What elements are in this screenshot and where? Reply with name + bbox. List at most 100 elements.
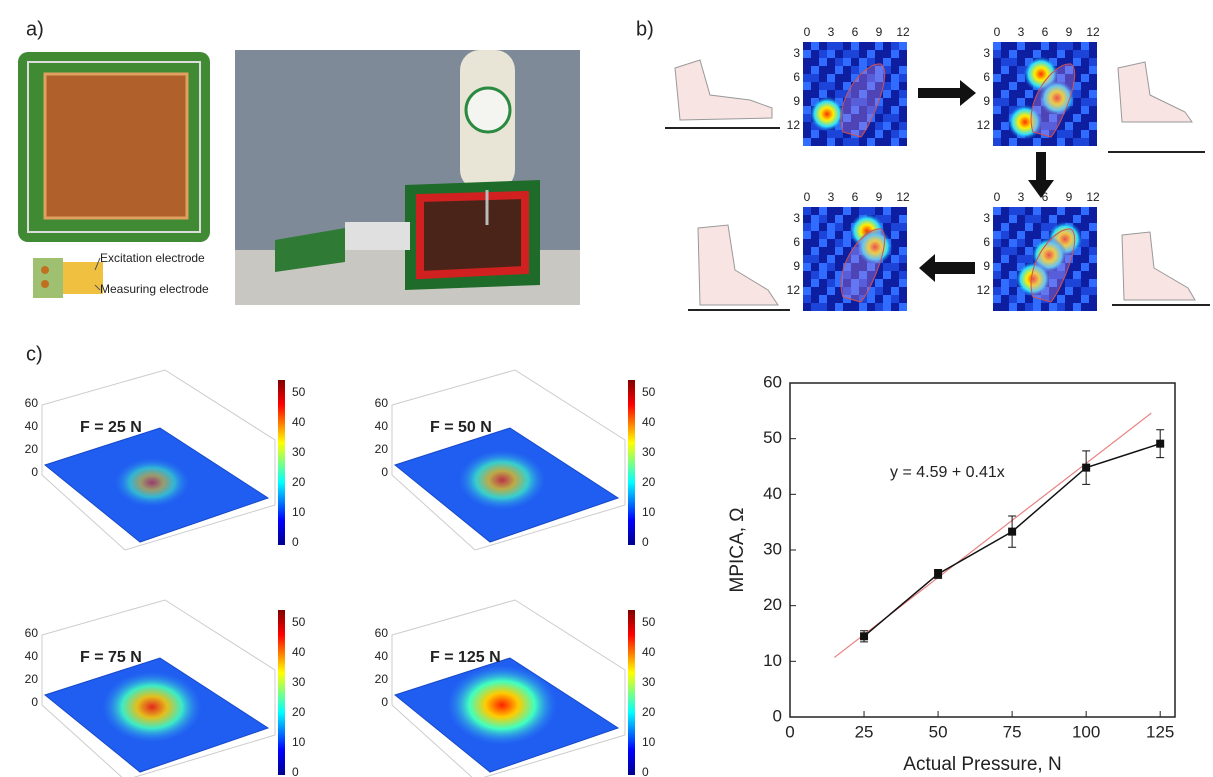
heatmap-cell — [1017, 231, 1025, 239]
heatmap-cell — [867, 74, 875, 82]
heatmap-cell — [1065, 295, 1073, 303]
heatmap-cell — [859, 42, 867, 50]
heatmap-cell — [811, 287, 819, 295]
heatmap-cell — [827, 279, 835, 287]
heatmap-cell — [1065, 50, 1073, 58]
heatmap-cell — [835, 223, 843, 231]
heatmap-cell — [803, 106, 811, 114]
heatmap-cell — [1081, 303, 1089, 311]
heatmap-cell — [803, 90, 811, 98]
heatmap-cell — [1073, 271, 1081, 279]
heatmap-y-tick: 3 — [983, 46, 990, 60]
heatmap-cell — [811, 138, 819, 146]
heatmap-cell — [875, 207, 883, 215]
y-tick-label: 20 — [763, 595, 782, 614]
heatmap-cell — [993, 279, 1001, 287]
heatmap-x-tick: 0 — [994, 190, 1001, 204]
heatmap-cell — [1081, 255, 1089, 263]
y-tick-label: 40 — [763, 484, 782, 503]
heatmap-cell — [835, 287, 843, 295]
heatmap-cell — [1001, 42, 1009, 50]
heatmap-cell — [891, 138, 899, 146]
heatmap-cell — [875, 303, 883, 311]
heatmap-cell — [819, 74, 827, 82]
heatmap-cell — [993, 58, 1001, 66]
heatmap-cell — [1017, 255, 1025, 263]
heatmap-cell — [1033, 303, 1041, 311]
heatmap-cell — [843, 215, 851, 223]
z-tick: 20 — [25, 442, 39, 456]
heatmap-cell — [875, 82, 883, 90]
heatmap-cell — [899, 303, 907, 311]
heatmap-cell — [875, 271, 883, 279]
heatmap-cell — [993, 138, 1001, 146]
heatmap-cell — [883, 90, 891, 98]
heatmap-cell — [1065, 66, 1073, 74]
heatmap-cell — [993, 66, 1001, 74]
heatmap-cell — [803, 42, 811, 50]
heatmap-cell — [993, 82, 1001, 90]
heatmap-cell — [835, 263, 843, 271]
heatmap-x-tick: 0 — [994, 25, 1001, 39]
heatmap-cell — [811, 239, 819, 247]
heatmap-cell — [843, 223, 851, 231]
heatmap-cell — [803, 247, 811, 255]
heatmap-cell — [1041, 114, 1049, 122]
heatmap-cell — [867, 50, 875, 58]
heatmap-cell — [859, 114, 867, 122]
heatmap-x-tick: 12 — [1086, 190, 1100, 204]
heatmap-cell — [843, 247, 851, 255]
heatmap-cell — [1009, 215, 1017, 223]
data-point — [1008, 527, 1017, 536]
data-point — [860, 632, 869, 641]
heatmap-cell — [883, 74, 891, 82]
heatmap-cell — [1001, 215, 1009, 223]
heatmap-cell — [1009, 58, 1017, 66]
heatmap-cell — [867, 66, 875, 74]
heatmap-cell — [883, 279, 891, 287]
heatmap-cell — [993, 255, 1001, 263]
heatmap-cell — [1089, 247, 1097, 255]
heatmap-cell — [1033, 223, 1041, 231]
heatmap-hotspot — [1039, 80, 1075, 116]
electrode-label: Measuring electrode — [100, 282, 209, 296]
heatmap-cell — [1089, 50, 1097, 58]
heatmap-cell — [1041, 303, 1049, 311]
heatmap-cell — [819, 255, 827, 263]
heatmap-cell — [851, 90, 859, 98]
heatmap-cell — [1009, 231, 1017, 239]
heatmap-cell — [803, 239, 811, 247]
heatmap-x-tick: 3 — [1018, 25, 1025, 39]
heatmap-cell — [803, 82, 811, 90]
heatmap-y-tick: 12 — [977, 118, 991, 132]
heatmap-cell — [1009, 247, 1017, 255]
heatmap-cell — [1041, 215, 1049, 223]
heatmap-cell — [835, 74, 843, 82]
heatmap-cell — [827, 255, 835, 263]
heatmap-cell — [867, 114, 875, 122]
heatmap-cell — [899, 114, 907, 122]
heatmap-cell — [1001, 122, 1009, 130]
y-axis-label: MPICA, Ω — [727, 508, 748, 593]
heatmap-cell — [859, 287, 867, 295]
heatmap-cell — [1049, 207, 1057, 215]
heatmap-cell — [993, 42, 1001, 50]
heatmap-cell — [891, 247, 899, 255]
heatmap-cell — [827, 66, 835, 74]
heatmap-cell — [819, 138, 827, 146]
heatmap-cell — [803, 223, 811, 231]
heatmap-cell — [1057, 303, 1065, 311]
heatmap-cell — [891, 303, 899, 311]
heatmap-cell — [1001, 82, 1009, 90]
electrode-image — [33, 257, 103, 298]
heatmap-y-tick: 6 — [793, 70, 800, 84]
heatmap-cell — [1081, 66, 1089, 74]
heatmap-cell — [867, 279, 875, 287]
x-tick-label: 75 — [1003, 722, 1022, 741]
heatmap-cell — [899, 90, 907, 98]
foot-outline — [840, 228, 886, 303]
heatmap-cell — [1009, 271, 1017, 279]
heatmap-cell — [859, 122, 867, 130]
heatmap-cell — [993, 239, 1001, 247]
surface-plot: 0 20 40 60 F = 25 N 0 10 20 30 40 50 — [25, 369, 306, 551]
